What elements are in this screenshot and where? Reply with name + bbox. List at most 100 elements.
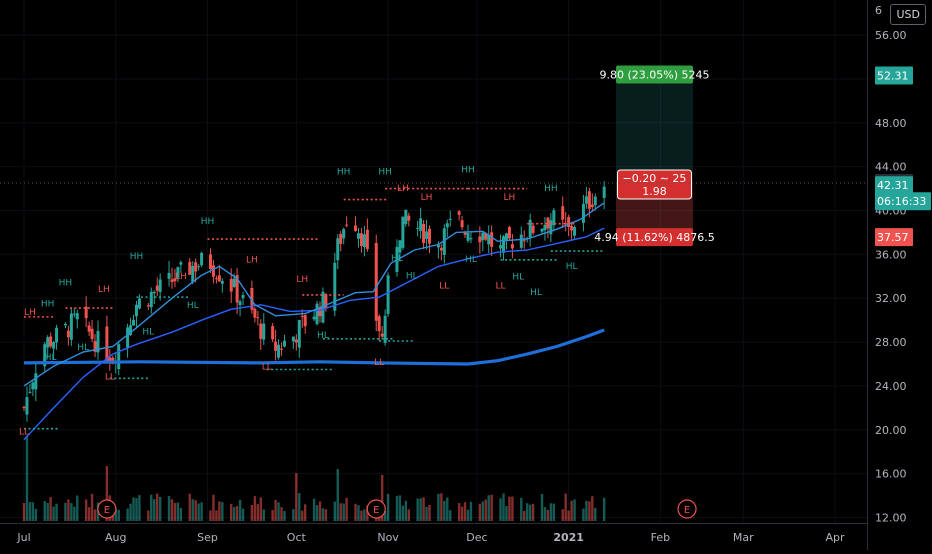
candle-body xyxy=(90,328,94,339)
x-axis-tick-label: Sep xyxy=(197,531,218,544)
candle-body xyxy=(191,265,195,282)
candle-body xyxy=(546,217,550,229)
price-label-bg xyxy=(875,66,913,85)
volume-bar xyxy=(292,509,295,521)
volume-bar xyxy=(570,500,573,521)
candle-body xyxy=(442,228,446,255)
moving-average-fast xyxy=(23,202,605,387)
y-axis-tick-label: 32.00 xyxy=(875,292,907,305)
volume-bar xyxy=(135,498,138,521)
candle-body xyxy=(108,357,112,363)
candle-body xyxy=(300,316,304,318)
candle-body xyxy=(146,305,150,307)
y-axis-tick-label: 56.00 xyxy=(875,29,907,42)
price-label: 52.31 xyxy=(877,70,909,83)
volume-bar xyxy=(232,507,236,521)
candle-body xyxy=(463,232,467,235)
candle-body xyxy=(401,216,405,248)
volume-bar xyxy=(262,509,265,521)
volume-bar xyxy=(502,493,505,521)
volume-bar xyxy=(481,501,484,521)
pivot-label: HH xyxy=(41,299,55,309)
candle-body xyxy=(593,196,597,206)
volume-bar xyxy=(283,510,286,521)
y-axis-tick-label: 36.00 xyxy=(875,248,907,261)
candle-body xyxy=(333,262,337,311)
candle-body xyxy=(356,233,360,239)
volume-bar xyxy=(67,499,70,521)
volume-bar xyxy=(564,493,567,521)
candle-body xyxy=(445,223,449,228)
pivot-label: HH xyxy=(59,278,73,288)
volume-bar xyxy=(93,509,97,521)
volume-bar xyxy=(484,499,487,521)
pivot-label: HL xyxy=(512,273,524,283)
candle-body xyxy=(540,228,544,232)
x-axis-tick-label: Dec xyxy=(466,531,487,544)
volume-bar xyxy=(176,502,180,521)
candle-body xyxy=(377,316,381,332)
candle-body xyxy=(428,228,432,244)
candle-body xyxy=(362,234,366,248)
candle-body xyxy=(235,275,239,303)
volume-bar xyxy=(173,503,177,521)
earnings-marker xyxy=(677,499,697,519)
candle-body xyxy=(564,223,568,225)
volume-bar xyxy=(588,501,591,521)
volume-bar xyxy=(540,493,544,521)
volume-bar xyxy=(200,502,203,521)
x-axis-tick-label: Apr xyxy=(826,531,846,544)
volume-bar xyxy=(428,504,431,521)
y-axis-tick-label: 28.00 xyxy=(875,336,907,349)
candle-body xyxy=(43,344,47,367)
volume-bar xyxy=(158,496,162,521)
earnings-marker-label: E xyxy=(684,505,690,516)
candle-body xyxy=(200,252,204,266)
pivot-label: LL xyxy=(496,281,506,291)
candle-body xyxy=(484,233,488,240)
volume-bar xyxy=(460,506,464,521)
volume-bar xyxy=(511,496,514,521)
candle-body xyxy=(587,191,591,209)
volume-bar xyxy=(520,497,523,521)
candle-body xyxy=(522,240,526,242)
y-axis-tick-label: 16.00 xyxy=(875,468,907,481)
candle-body xyxy=(72,313,76,315)
candle-body xyxy=(84,306,88,319)
earnings-marker xyxy=(97,499,117,519)
currency-selector-button[interactable]: USD xyxy=(890,4,926,25)
volume-bar xyxy=(395,495,399,521)
candle-body xyxy=(253,308,257,318)
candle-body xyxy=(52,342,56,349)
candle-body xyxy=(531,225,535,234)
volume-bar xyxy=(221,502,224,521)
candle-body xyxy=(416,227,420,229)
candle-body xyxy=(241,295,245,299)
y-axis-tick-label: 6 xyxy=(875,4,882,17)
candle-body xyxy=(342,229,346,239)
candle-body xyxy=(339,234,343,244)
candle-body xyxy=(208,254,212,270)
candle-body xyxy=(507,226,511,239)
candle-body xyxy=(69,313,73,340)
candle-body xyxy=(152,291,156,294)
volume-bar xyxy=(466,509,470,521)
candle-body xyxy=(345,224,349,226)
pivot-label: LL xyxy=(374,358,384,368)
pivot-label: HL xyxy=(142,328,154,338)
candle-body xyxy=(318,307,322,317)
candle-body xyxy=(55,327,59,343)
candle-body xyxy=(277,344,281,358)
pivot-label: HL xyxy=(465,255,477,265)
candle-body xyxy=(469,238,473,240)
volume-bar xyxy=(132,497,135,521)
pivot-label: HL xyxy=(406,272,418,282)
price-label-bg xyxy=(875,176,913,195)
volume-bar xyxy=(167,496,171,521)
volume-bar xyxy=(422,497,425,521)
volume-bar xyxy=(64,502,67,521)
volume-bar xyxy=(238,499,242,521)
